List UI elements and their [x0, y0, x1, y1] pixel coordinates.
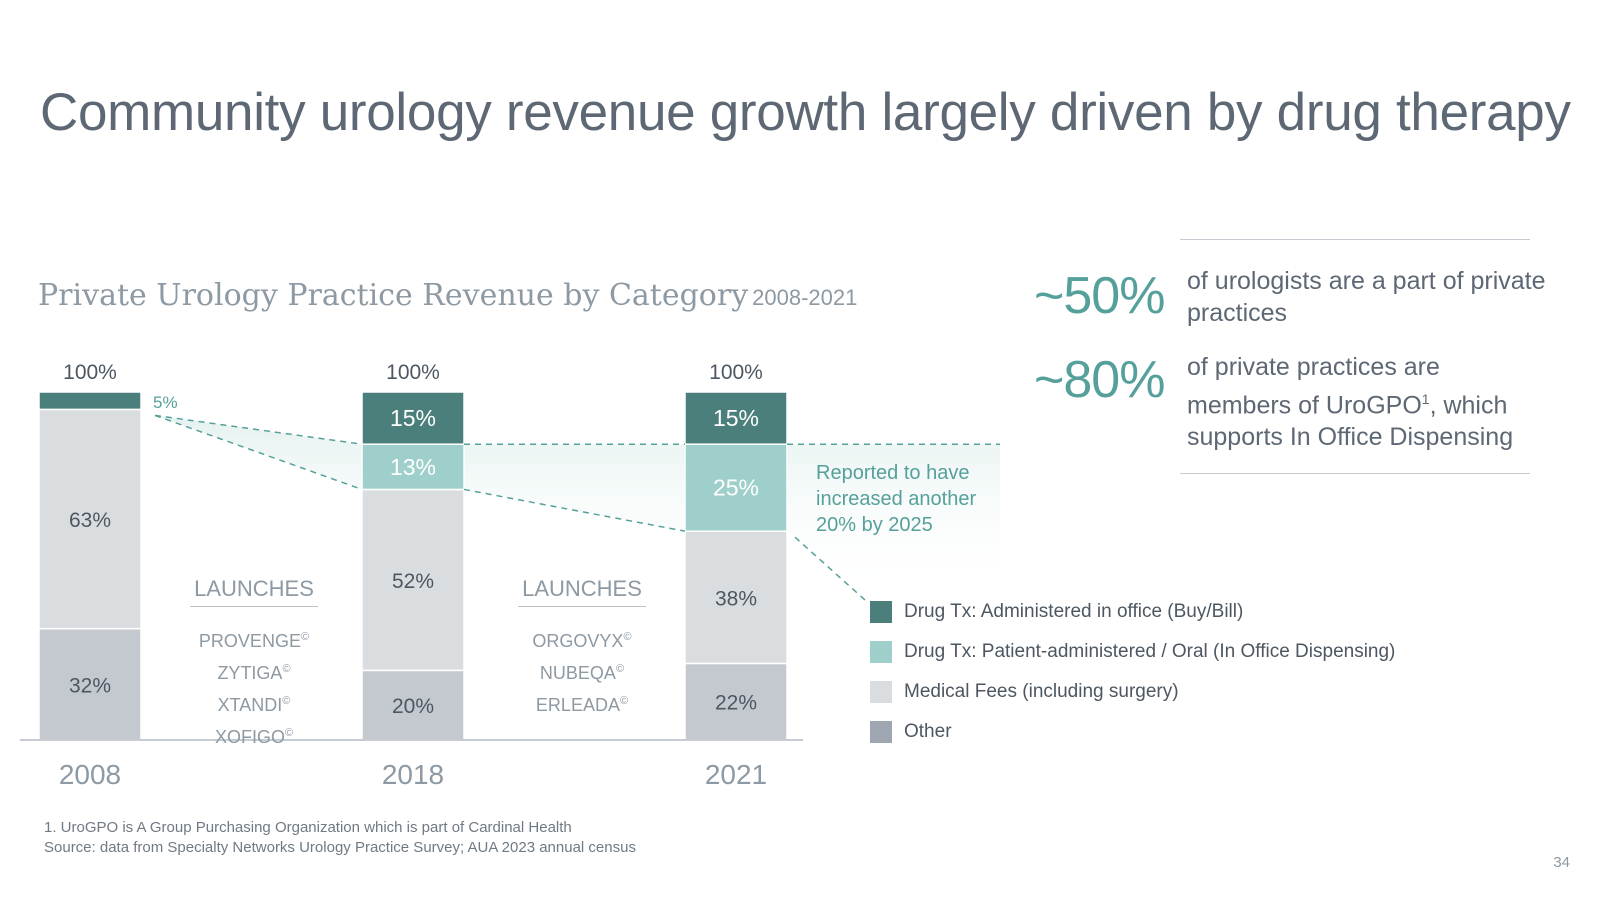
legend-swatch [870, 721, 892, 743]
legend-item: Medical Fees (including surgery) [870, 680, 1395, 704]
launches-2018-2021: LAUNCHES ORGOVYX© NUBEQA© ERLEADA© [518, 576, 646, 719]
legend-swatch [870, 681, 892, 703]
legend-swatch [870, 601, 892, 623]
bar-2018-drug-tx-administered-in-office-buy-bill [361, 391, 465, 445]
stat-value-urologists: ~50% [1034, 267, 1165, 325]
legend-item: Drug Tx: Administered in office (Buy/Bil… [870, 600, 1395, 624]
legend-item: Other [870, 720, 1395, 744]
data-label: 13% [390, 454, 436, 480]
data-label: 25% [713, 475, 759, 501]
data-label: 20% [392, 695, 434, 718]
total-label: 100% [63, 361, 117, 384]
chart-subtitle: 2008-2021 [752, 285, 858, 310]
bar-2021-medical-fees-including-surgery [684, 530, 788, 665]
launches-heading: LAUNCHES [518, 576, 646, 607]
bar-2021-drug-tx-administered-in-office-buy-bill [684, 391, 788, 445]
footnote-1: 1. UroGPO is A Group Purchasing Organiza… [44, 819, 572, 836]
bar-2008-drug-tx-administered-in-office-buy-bill [38, 391, 142, 411]
data-label: 63% [69, 509, 111, 532]
legend-label: Drug Tx: Administered in office (Buy/Bil… [904, 601, 1244, 622]
legend-label: Other [904, 721, 952, 742]
bar-2008-medical-fees-including-surgery [38, 408, 142, 630]
data-label: 22% [715, 692, 757, 715]
divider-top [1180, 239, 1530, 240]
bar-2018-other [361, 669, 465, 741]
revenue-chart: 32% 63% 100% 2008 20% 52% 13% 15% 100% 2018 22% 38%… [20, 361, 1000, 790]
data-label: 15% [713, 405, 759, 431]
footnote-marker: 1 [1421, 391, 1430, 407]
bar-2021-drug-tx-patient-administered-oral-in-office-dispensing [684, 443, 788, 532]
footnotes: 1. UroGPO is A Group Purchasing Organiza… [44, 818, 636, 858]
stat-text-urologists: of urologists are a part of private prac… [1187, 267, 1546, 327]
legend-label: Drug Tx: Patient-administered / Oral (In… [904, 641, 1396, 662]
launches-heading: LAUNCHES [190, 576, 318, 607]
legend-label: Medical Fees (including surgery) [904, 681, 1179, 702]
launch-drug: PROVENGE© [198, 631, 310, 651]
stat-value-practices: ~80% [1034, 351, 1165, 409]
growth-note: Reported to have increased another 20% b… [816, 462, 977, 536]
legend-swatch [870, 641, 892, 663]
stat-text-practices-rest: , which supports In Office Dispensing [1187, 391, 1514, 452]
launch-drug-list: ORGOVYX© NUBEQA© ERLEADA© [518, 623, 646, 719]
chart-legend: Drug Tx: Administered in office (Buy/Bil… [870, 600, 1395, 760]
stat-text-practices-main: of private practices are members of UroG… [1187, 353, 1440, 420]
stat-text-practices: of private practices are members of UroG… [1187, 351, 1547, 453]
launch-drug: NUBEQA© [539, 663, 625, 683]
launch-drug: ZYTIGA© [217, 663, 291, 683]
bar-2021-other [684, 662, 788, 741]
connector-line [154, 414, 363, 491]
chart-title-text: Private Urology Practice Revenue by Cate… [38, 278, 749, 313]
x-tick-label: 2021 [705, 759, 767, 790]
connector-line [794, 536, 866, 601]
page-title: Community urology revenue growth largely… [40, 83, 1571, 142]
connector-line [154, 414, 363, 445]
launch-drug: ORGOVYX© [532, 631, 632, 651]
connector-line [463, 488, 686, 532]
data-label: 52% [392, 570, 434, 593]
x-tick-label: 2008 [59, 759, 121, 790]
launch-drug: XTANDI© [217, 695, 291, 715]
launch-drug: XOFIGO© [214, 727, 294, 747]
launch-drug-list: PROVENGE© ZYTIGA© XTANDI© XOFIGO© [190, 623, 318, 751]
total-label: 100% [709, 361, 763, 384]
x-tick-label: 2018 [382, 759, 444, 790]
launch-drug: ERLEADA© [535, 695, 629, 715]
launches-2008-2018: LAUNCHES PROVENGE© ZYTIGA© XTANDI© XOFIGO© [190, 576, 318, 751]
data-label: 32% [69, 674, 111, 697]
divider-bottom [1180, 473, 1530, 474]
total-label: 100% [386, 361, 440, 384]
source-note: Source: data from Specialty Networks Uro… [44, 839, 636, 856]
bar-2018-medical-fees-including-surgery [361, 488, 465, 672]
legend-item: Drug Tx: Patient-administered / Oral (In… [870, 640, 1395, 664]
bar-2018-drug-tx-patient-administered-oral-in-office-dispensing [361, 443, 465, 491]
data-label: 15% [390, 405, 436, 431]
data-label: 5% [153, 393, 178, 412]
chart-title: Private Urology Practice Revenue by Cate… [38, 278, 857, 313]
page-number: 34 [1553, 854, 1570, 871]
data-label: 38% [715, 587, 757, 610]
